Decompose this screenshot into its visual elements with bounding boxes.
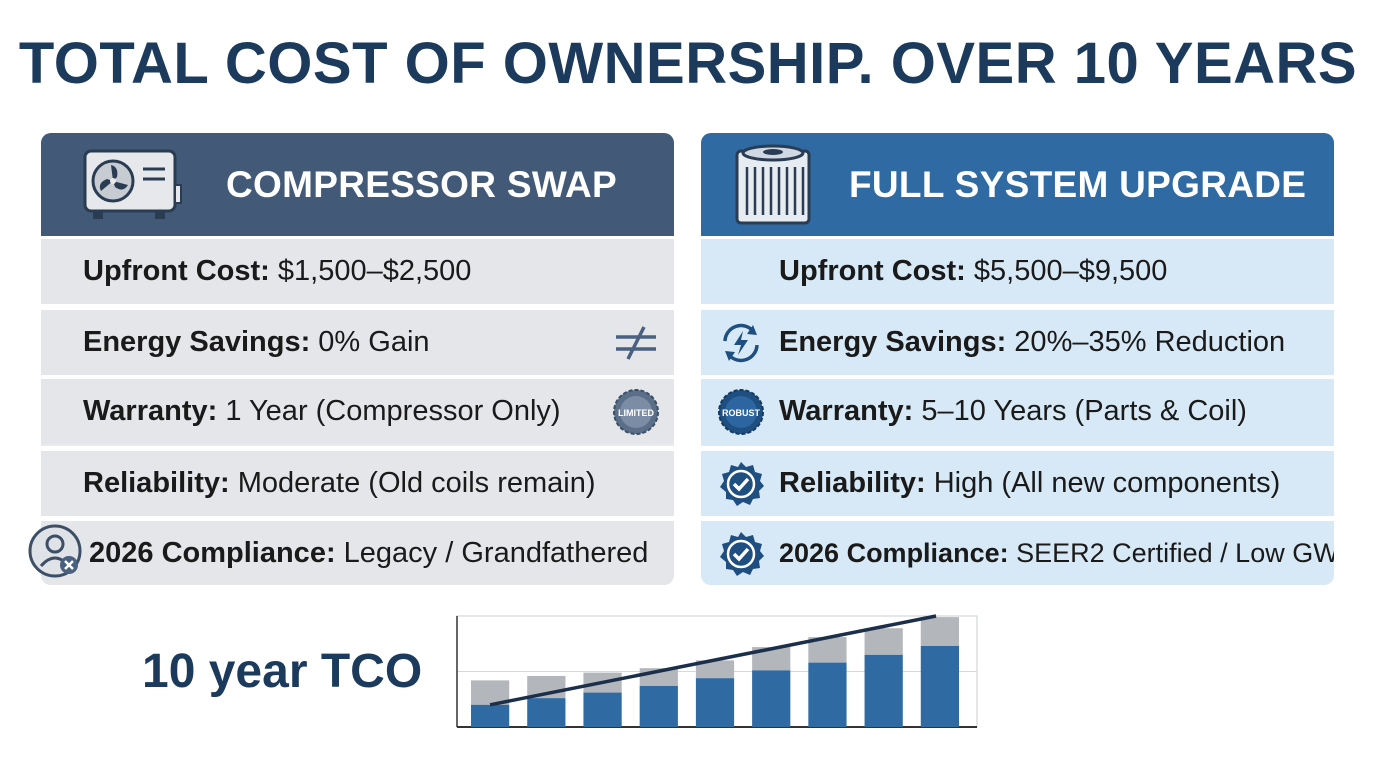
- full-system-upgrade-header: FULL SYSTEM UPGRADE: [701, 133, 1334, 236]
- chart-bar-segment-bottom: [864, 654, 903, 727]
- chart-bar-segment-top: [695, 660, 735, 679]
- svg-text:ROBUST: ROBUST: [722, 408, 761, 418]
- full-system-upgrade-panel: FULL SYSTEM UPGRADE Upfront Cost: $5,500…: [701, 133, 1334, 585]
- compressor-swap-header: COMPRESSOR SWAP: [41, 133, 674, 236]
- row-label: Warranty:: [779, 395, 914, 427]
- robust-badge-icon: ROBUST: [718, 389, 764, 435]
- row-label: Warranty:: [83, 395, 218, 427]
- condenser-unit-icon: [735, 144, 811, 225]
- left-row-reliability: Reliability: Moderate (Old coils remain): [41, 451, 674, 516]
- right-row-warranty: ROBUST Warranty: 5–10 Years (Parts & Coi…: [701, 379, 1334, 444]
- chart-trend-line: [489, 614, 937, 707]
- ac-unit-icon: [83, 149, 182, 219]
- right-row-upfront-cost: Upfront Cost: $5,500–$9,500: [701, 239, 1334, 304]
- right-row-reliability: Reliability: High (All new components): [701, 451, 1334, 516]
- not-equal-icon: [616, 326, 656, 360]
- chart-bar-segment-bottom: [527, 698, 566, 727]
- row-label: 2026 Compliance:: [779, 537, 1009, 568]
- chart-bar-segment-bottom: [471, 704, 510, 727]
- row-label: Reliability:: [83, 467, 230, 499]
- row-value: High (All new components): [925, 467, 1281, 499]
- limited-badge-icon: LIMITED: [613, 389, 659, 435]
- row-label: Energy Savings:: [779, 326, 1007, 358]
- row-value: $1,500–$2,500: [269, 255, 472, 287]
- tco-label: 10 year TCO: [142, 645, 423, 698]
- row-value: 1 Year (Compressor Only): [217, 395, 561, 427]
- row-value: 0% Gain: [310, 326, 430, 358]
- tco-bar-chart: [456, 614, 978, 728]
- left-row-energy-savings: Energy Savings: 0% Gain: [41, 310, 674, 375]
- user-x-icon: [28, 524, 82, 578]
- row-label: Upfront Cost:: [83, 255, 270, 287]
- row-value: Legacy / Grandfathered: [335, 536, 649, 569]
- row-label: Reliability:: [779, 467, 926, 499]
- right-row-energy-savings: Energy Savings: 20%–35% Reduction: [701, 310, 1334, 375]
- row-label: Upfront Cost:: [779, 255, 966, 287]
- chart-bar-segment-top: [752, 647, 791, 671]
- left-row-compliance: 2026 Compliance: Legacy / Grandfathered: [41, 521, 674, 585]
- full-system-upgrade-title: FULL SYSTEM UPGRADE: [849, 164, 1307, 205]
- left-row-upfront-cost: Upfront Cost: $1,500–$2,500: [41, 239, 674, 304]
- row-value: Moderate (Old coils remain): [229, 467, 596, 499]
- row-label: Energy Savings:: [83, 326, 311, 358]
- row-value: 5–10 Years (Parts & Coil): [913, 395, 1247, 427]
- svg-text:LIMITED: LIMITED: [618, 408, 654, 418]
- left-row-warranty: Warranty: 1 Year (Compressor Only) LIMIT…: [41, 379, 674, 444]
- row-value: 20%–35% Reduction: [1006, 326, 1286, 358]
- row-label: 2026 Compliance:: [89, 536, 336, 569]
- chart-bar-segment-bottom: [752, 670, 791, 727]
- row-value: SEER2 Certified / Low GWP: [1008, 537, 1334, 568]
- chart-bar-segment-top: [864, 628, 903, 655]
- chart-bar-segment-bottom: [695, 678, 735, 727]
- chart-bar-segment-bottom: [920, 645, 960, 727]
- chart-bar-segment-top: [920, 617, 960, 646]
- check-badge-icon: [720, 462, 764, 506]
- check-badge-icon: [720, 532, 764, 576]
- compressor-swap-title: COMPRESSOR SWAP: [226, 164, 617, 205]
- energy-cycle-icon: [723, 323, 759, 363]
- page-title: TOTAL COST OF OWNERSHIP. OVER 10 YEARS: [18, 31, 1358, 96]
- chart-bar-segment-bottom: [639, 685, 678, 727]
- chart-bar-segment-bottom: [808, 662, 847, 727]
- compressor-swap-panel: COMPRESSOR SWAP Upfront Cost: $1,500–$2,…: [41, 133, 674, 585]
- chart-bar-segment-bottom: [583, 692, 622, 727]
- right-row-compliance: 2026 Compliance: SEER2 Certified / Low G…: [701, 521, 1334, 585]
- row-value: $5,500–$9,500: [965, 255, 1168, 287]
